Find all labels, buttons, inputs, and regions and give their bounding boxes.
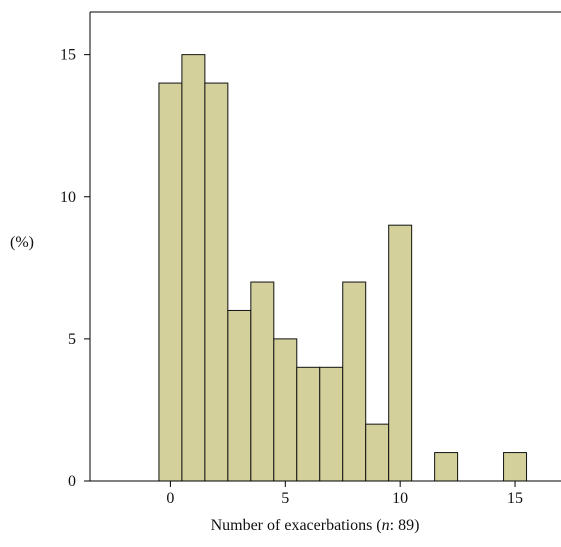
histogram-bar [250, 281, 275, 482]
x-axis-label-suffix: : 89) [390, 517, 420, 534]
x-tick-label: 0 [166, 490, 174, 507]
histogram-bar [296, 366, 321, 482]
histogram-bar [227, 309, 252, 482]
y-tick-label: 0 [68, 473, 76, 490]
histogram-bar [365, 423, 390, 482]
x-tick-label: 10 [392, 490, 408, 507]
histogram-bar [181, 54, 206, 482]
histogram-bar [158, 82, 183, 482]
histogram-bar [342, 281, 367, 482]
histogram-bar [503, 452, 528, 482]
histogram-bar [434, 452, 459, 482]
histogram-bar [273, 338, 298, 482]
histogram-bar [204, 82, 229, 482]
histogram-bar [319, 366, 344, 482]
y-ticks-group: 0 5 10 15 [60, 47, 90, 490]
y-tick-label: 5 [68, 331, 76, 348]
x-axis-label-italic: n [382, 517, 390, 534]
x-axis-label-prefix: Number of exacerbations ( [211, 517, 382, 534]
x-tick-label: 15 [507, 490, 523, 507]
histogram-bar [388, 224, 413, 482]
bars-group [158, 54, 528, 482]
x-axis-label: Number of exacerbations (n: 89) [211, 517, 420, 534]
y-tick-label: 15 [60, 47, 76, 64]
y-axis-label: (%) [10, 234, 34, 251]
y-tick-label: 10 [60, 189, 76, 206]
x-ticks-group: 0 5 10 15 [166, 481, 523, 507]
x-tick-label: 5 [281, 490, 289, 507]
